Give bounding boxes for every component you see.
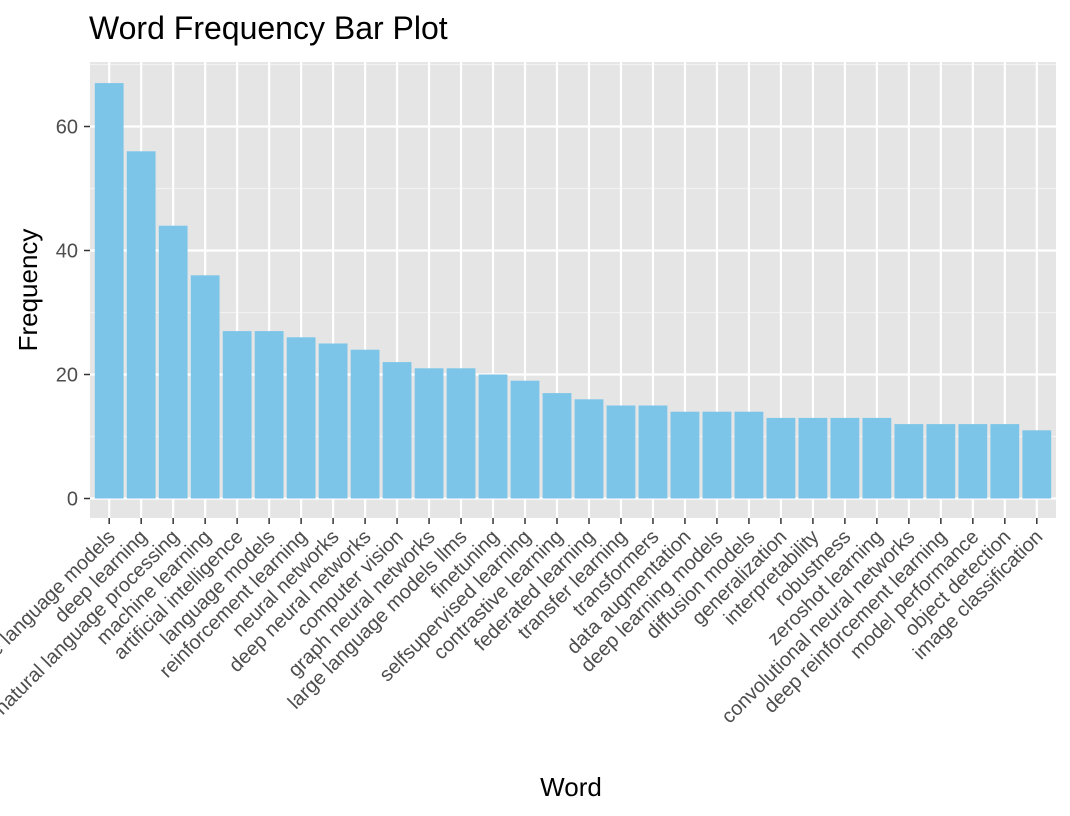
bar — [926, 424, 956, 499]
bar — [638, 405, 668, 499]
bar — [446, 368, 476, 499]
bar — [94, 83, 124, 499]
bar — [766, 417, 796, 499]
bar — [510, 380, 540, 499]
bar — [126, 151, 156, 499]
y-axis: 0 20 40 60 — [56, 117, 90, 511]
bar — [1022, 430, 1052, 499]
bar — [222, 331, 252, 499]
bar — [670, 411, 700, 499]
y-axis-title: Frequency — [13, 229, 43, 352]
bar — [350, 349, 380, 499]
bar — [286, 337, 316, 499]
bar — [702, 411, 732, 499]
bar — [830, 417, 860, 499]
bar — [734, 411, 764, 499]
bar — [990, 424, 1020, 499]
bar — [862, 417, 892, 499]
y-tick-label: 20 — [56, 365, 78, 387]
bar — [478, 374, 508, 499]
bar — [414, 368, 444, 499]
y-tick-label: 0 — [67, 489, 78, 511]
bar — [894, 424, 924, 499]
bar — [158, 225, 188, 499]
y-tick-label: 40 — [56, 241, 78, 263]
bar — [958, 424, 988, 499]
bar — [798, 417, 828, 499]
bar — [382, 362, 412, 499]
chart-title: Word Frequency Bar Plot — [89, 10, 448, 46]
bars — [94, 83, 1052, 499]
bar — [254, 331, 284, 499]
bar — [542, 393, 572, 499]
bar — [318, 343, 348, 499]
bar — [190, 275, 220, 499]
bar — [606, 405, 636, 499]
bar — [574, 399, 604, 499]
y-tick-label: 60 — [56, 117, 78, 139]
x-axis-title: Word — [540, 772, 602, 802]
